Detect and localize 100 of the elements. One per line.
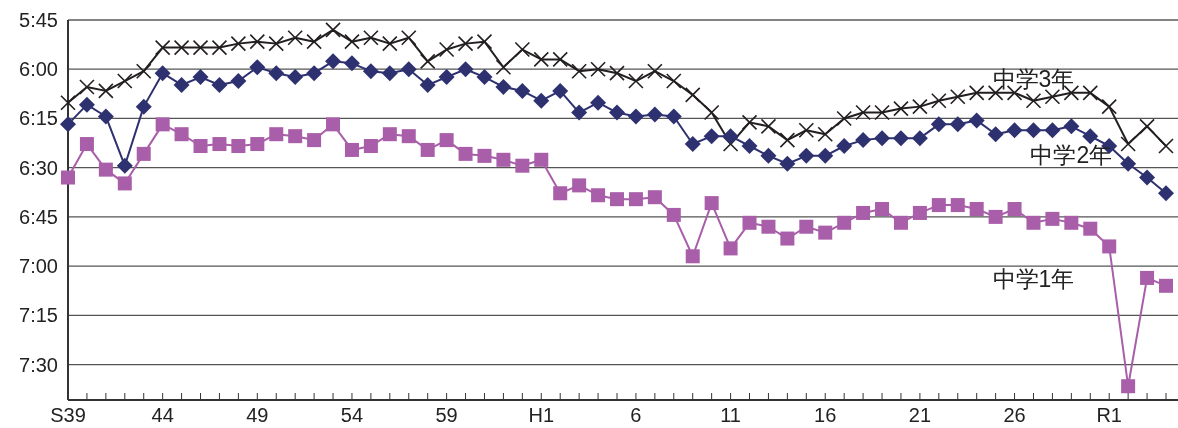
y-tick-label: 6:30 (19, 156, 58, 179)
point (855, 132, 872, 149)
point (325, 22, 341, 38)
x-tick-label: 49 (246, 404, 269, 426)
point (780, 231, 795, 246)
point (931, 198, 946, 213)
point (627, 108, 644, 125)
point (684, 87, 701, 103)
point (837, 215, 852, 230)
point (344, 142, 359, 157)
y-tick-label: 7:30 (19, 353, 58, 376)
point (250, 137, 265, 152)
point (1044, 122, 1061, 139)
point (1159, 278, 1173, 293)
point (685, 249, 700, 264)
point (590, 61, 606, 78)
point (949, 116, 966, 133)
y-tick-label: 6:00 (19, 58, 58, 81)
point (211, 76, 228, 93)
point (192, 39, 209, 56)
point (476, 33, 493, 50)
point (97, 108, 114, 125)
point (1139, 118, 1155, 135)
point (1158, 185, 1174, 202)
x-tick-label: H1 (528, 404, 555, 426)
point (249, 59, 266, 76)
point (817, 126, 834, 142)
point (344, 33, 360, 50)
point (1025, 92, 1042, 109)
point (61, 170, 75, 185)
point (173, 76, 190, 93)
point (647, 190, 662, 205)
y-tick-label: 7:15 (19, 304, 58, 327)
point (628, 192, 643, 207)
point (306, 33, 322, 50)
x-tick-label: 59 (435, 404, 458, 426)
point (893, 100, 909, 117)
point (1158, 138, 1174, 154)
point (533, 51, 550, 68)
point (495, 59, 512, 76)
point (381, 65, 398, 82)
point (911, 130, 928, 147)
x-tick-label: 21 (908, 404, 932, 426)
point (343, 55, 360, 72)
point (268, 35, 285, 52)
point (439, 133, 454, 148)
point (288, 129, 303, 144)
y-tick-label: 7:00 (19, 255, 58, 278)
point (514, 82, 531, 99)
point (722, 128, 739, 145)
point (1120, 136, 1136, 152)
point (231, 139, 246, 154)
point (116, 73, 133, 89)
point (703, 104, 720, 121)
point (362, 63, 379, 80)
point (1083, 221, 1098, 236)
point (609, 65, 625, 81)
point (419, 76, 436, 93)
point (457, 61, 474, 78)
point (1045, 211, 1060, 226)
point (684, 136, 701, 153)
point (515, 158, 530, 173)
point (534, 152, 549, 167)
point (382, 35, 398, 52)
point (741, 114, 758, 131)
point (704, 196, 719, 211)
point (761, 219, 776, 234)
point (552, 82, 569, 99)
point (212, 137, 227, 152)
point (723, 241, 738, 256)
point (855, 104, 871, 121)
point (269, 127, 284, 142)
point (1007, 202, 1022, 217)
point (401, 129, 416, 144)
point (760, 147, 777, 164)
point (98, 162, 113, 177)
point (420, 142, 435, 157)
point (400, 29, 417, 46)
x-tick-label: 11 (720, 404, 741, 426)
point (572, 178, 587, 193)
x-tick-label: R1 (1096, 404, 1122, 426)
point (969, 202, 984, 217)
point (552, 51, 569, 68)
point (154, 39, 171, 56)
point (968, 85, 985, 101)
point (1063, 118, 1080, 135)
point (930, 116, 947, 133)
point (1006, 122, 1023, 139)
point (987, 126, 1004, 143)
point (874, 130, 891, 147)
point (949, 88, 966, 105)
point (609, 104, 625, 121)
point (230, 73, 247, 90)
point (818, 225, 833, 240)
point (798, 147, 815, 164)
point (174, 127, 189, 142)
point (1026, 215, 1041, 230)
x-tick-label: 26 (1003, 404, 1026, 426)
point (760, 118, 777, 135)
point (1044, 88, 1061, 105)
